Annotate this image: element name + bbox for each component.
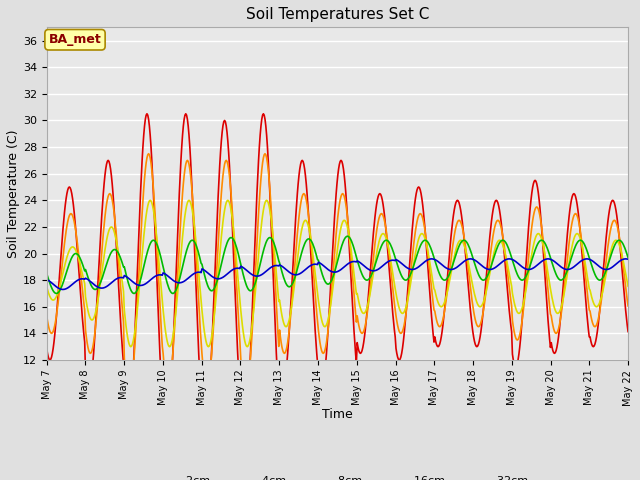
-32cm bbox=[59, 287, 67, 292]
Legend: -2cm, -4cm, -8cm, -16cm, -32cm: -2cm, -4cm, -8cm, -16cm, -32cm bbox=[142, 472, 533, 480]
-32cm bbox=[43, 276, 51, 282]
-2cm bbox=[624, 329, 632, 335]
-4cm bbox=[53, 307, 61, 313]
-4cm bbox=[410, 240, 418, 246]
-8cm bbox=[127, 344, 134, 349]
-2cm bbox=[143, 111, 151, 117]
-16cm bbox=[344, 233, 351, 239]
Text: BA_met: BA_met bbox=[49, 33, 101, 46]
-8cm bbox=[43, 284, 51, 290]
-2cm bbox=[174, 229, 182, 235]
-16cm bbox=[54, 290, 62, 296]
-4cm bbox=[113, 240, 121, 246]
Line: -4cm: -4cm bbox=[47, 154, 628, 393]
-8cm bbox=[147, 197, 154, 203]
Title: Soil Temperatures Set C: Soil Temperatures Set C bbox=[246, 7, 429, 22]
-2cm bbox=[205, 403, 212, 409]
Y-axis label: Soil Temperature (C): Soil Temperature (C) bbox=[7, 130, 20, 258]
-32cm bbox=[624, 256, 632, 262]
-16cm bbox=[624, 255, 632, 261]
-8cm bbox=[53, 292, 61, 298]
-16cm bbox=[173, 285, 180, 291]
-16cm bbox=[114, 249, 122, 255]
-8cm bbox=[174, 289, 182, 295]
Line: -32cm: -32cm bbox=[47, 259, 628, 289]
-32cm bbox=[173, 279, 180, 285]
-4cm bbox=[125, 390, 133, 396]
-2cm bbox=[410, 209, 418, 215]
-4cm bbox=[174, 271, 182, 276]
X-axis label: Time: Time bbox=[322, 408, 353, 421]
-2cm bbox=[124, 430, 131, 436]
-4cm bbox=[43, 313, 51, 319]
-16cm bbox=[52, 290, 60, 296]
-32cm bbox=[114, 276, 122, 281]
-32cm bbox=[409, 266, 417, 272]
-8cm bbox=[205, 344, 212, 349]
-8cm bbox=[113, 242, 121, 248]
-2cm bbox=[53, 304, 61, 310]
-16cm bbox=[427, 245, 435, 251]
-2cm bbox=[43, 346, 51, 351]
-2cm bbox=[427, 304, 435, 310]
-16cm bbox=[204, 282, 211, 288]
-16cm bbox=[410, 263, 418, 268]
-4cm bbox=[145, 151, 152, 156]
-32cm bbox=[428, 256, 435, 262]
-4cm bbox=[205, 380, 212, 385]
-8cm bbox=[624, 283, 632, 289]
-8cm bbox=[410, 260, 418, 266]
-4cm bbox=[427, 278, 435, 284]
-8cm bbox=[427, 265, 435, 271]
Line: -8cm: -8cm bbox=[47, 200, 628, 347]
-32cm bbox=[53, 285, 61, 290]
-4cm bbox=[624, 303, 632, 309]
-2cm bbox=[113, 256, 121, 262]
Line: -2cm: -2cm bbox=[47, 114, 628, 433]
Line: -16cm: -16cm bbox=[47, 236, 628, 293]
-32cm bbox=[204, 270, 211, 276]
-32cm bbox=[426, 256, 434, 262]
-16cm bbox=[43, 271, 51, 276]
